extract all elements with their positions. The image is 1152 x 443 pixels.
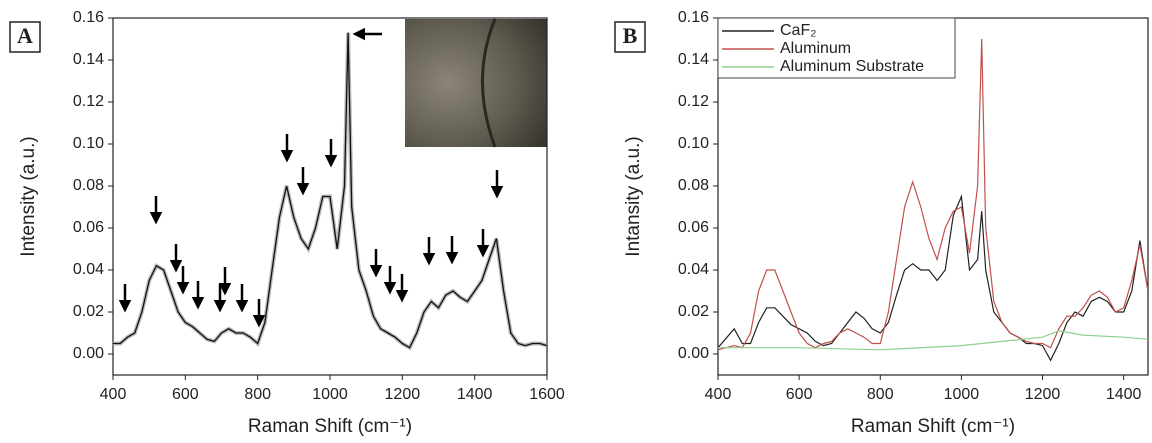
x-tick-label: 1400 [457,386,493,403]
series-line [718,38,1148,351]
legend-box [717,17,956,79]
y-tick-label: 0.16 [73,9,104,26]
x-tick-label: 1000 [944,386,980,403]
legend-label: Aluminum [780,40,851,57]
y-tick-label: 0.06 [73,219,104,236]
inset-edge [481,18,497,148]
x-tick-label: 1200 [1025,386,1061,403]
inset-image [405,19,547,147]
series-line [718,330,1148,351]
panel-label-box [9,21,41,53]
x-tick-label: 1600 [529,386,565,403]
y-tick-label: 0.08 [73,177,104,194]
y-axis-title: Intensity (a.u.) [18,136,39,256]
y-tick-label: 0.10 [678,135,709,152]
legend-label: Aluminum Substrate [780,58,924,75]
x-tick-label: 800 [244,386,271,403]
y-tick-label: 0.00 [73,345,104,362]
x-tick-label: 800 [867,386,894,403]
y-tick-label: 0.14 [73,51,104,68]
x-tick-label: 1000 [312,386,348,403]
spectrum-line [113,32,547,349]
y-tick-label: 0.04 [678,261,709,278]
y-tick-label: 0.00 [678,345,709,362]
x-tick-label: 1200 [385,386,421,403]
panel-label-box [614,21,646,53]
x-tick-label: 1400 [1106,386,1142,403]
x-axis-title: Raman Shift (cm⁻¹) [851,416,1015,437]
y-tick-label: 0.04 [73,261,104,278]
x-tick-label: 600 [172,386,199,403]
y-axis-title: Intansity (a.u.) [623,136,644,256]
y-tick-label: 0.10 [73,135,104,152]
y-tick-label: 0.14 [678,51,709,68]
x-tick-label: 400 [100,386,127,403]
x-tick-label: 600 [786,386,813,403]
panel-label: B [623,23,638,48]
panel-label: A [17,23,33,48]
y-tick-label: 0.08 [678,177,709,194]
y-tick-label: 0.02 [678,303,709,320]
legend-label: CaF₂ [780,22,816,39]
x-tick-label: 400 [705,386,732,403]
y-tick-label: 0.12 [678,93,709,110]
x-axis-title: Raman Shift (cm⁻¹) [248,416,412,437]
series-line [718,194,1148,362]
y-tick-label: 0.16 [678,9,709,26]
y-tick-label: 0.06 [678,219,709,236]
y-tick-label: 0.02 [73,303,104,320]
y-tick-label: 0.12 [73,93,104,110]
